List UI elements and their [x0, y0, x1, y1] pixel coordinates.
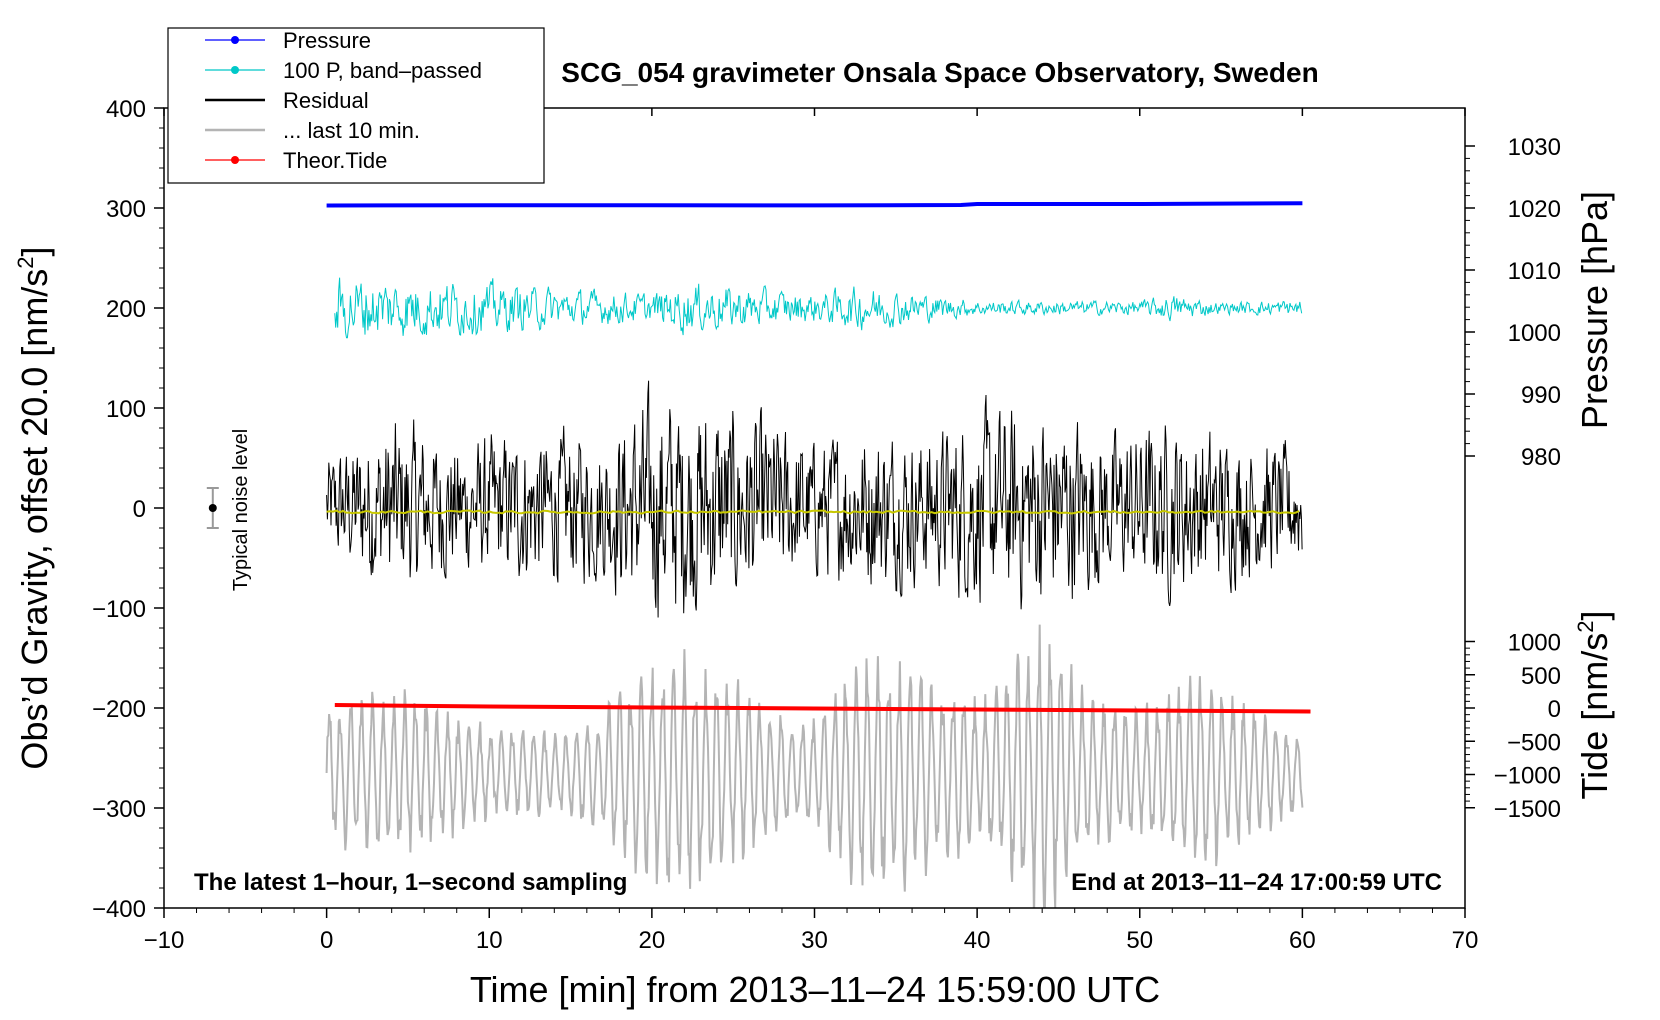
annotation-sampling: The latest 1–hour, 1–second sampling: [194, 869, 627, 896]
legend-label: Residual: [283, 88, 369, 113]
y-tick-label: 0: [133, 496, 146, 523]
tide-tick-label: 500: [1521, 663, 1561, 690]
noise-level-label: Typical noise level: [230, 429, 252, 591]
series-last-10-min: [325, 624, 1304, 908]
legend-label: Theor.Tide: [283, 148, 387, 173]
legend-label: ... last 10 min.: [283, 118, 420, 143]
x-tick-label: 20: [639, 927, 666, 954]
series-band-passed-pressure: [334, 277, 1303, 339]
series-pressure: [326, 201, 1303, 208]
x-tick-label: −10: [144, 927, 185, 954]
noise-level-indicator: Typical noise level: [206, 429, 252, 591]
legend: Pressure 100 P, band–passed Residual ... la…: [167, 27, 545, 184]
tide-tick-label: 0: [1548, 696, 1561, 723]
y-tick-label: −400: [92, 896, 146, 923]
x-tick-label: 60: [1289, 927, 1316, 954]
tide-tick-label: −1500: [1494, 796, 1561, 823]
series-theor-tide: [334, 703, 1311, 714]
y-axis-label-main: Obs’d Gravity, offset 20.0 [nm/s2]: [13, 246, 55, 769]
y-tick-label: 400: [106, 96, 146, 123]
pressure-tick-label: 1010: [1508, 258, 1561, 285]
x-tick-label: 40: [964, 927, 991, 954]
chart-title: SCG_054 gravimeter Onsala Space Observat…: [561, 57, 1318, 88]
series-residual: [326, 380, 1303, 618]
pressure-tick-label: 1000: [1508, 320, 1561, 347]
tide-tick-label: 1000: [1508, 630, 1561, 657]
x-tick-label: 70: [1452, 927, 1479, 954]
legend-marker: [231, 156, 239, 164]
x-tick-label: 0: [320, 927, 333, 954]
series-residual-mean: [326, 509, 1300, 515]
tide-tick-label: −1000: [1494, 763, 1561, 790]
legend-box: [167, 27, 545, 184]
pressure-tick-label: 1020: [1508, 196, 1561, 223]
pressure-tick-label: 990: [1521, 382, 1561, 409]
annotation-end-time: End at 2013–11–24 17:00:59 UTC: [1071, 869, 1442, 896]
x-tick-label: 50: [1126, 927, 1153, 954]
y-axis-label-pressure: Pressure [hPa]: [1574, 191, 1615, 429]
y-tick-label: −200: [92, 696, 146, 723]
y-tick-label: 300: [106, 196, 146, 223]
y-tick-label: 200: [106, 296, 146, 323]
legend-label: 100 P, band–passed: [283, 58, 482, 83]
tide-tick-label: −500: [1507, 729, 1561, 756]
x-tick-label: 30: [801, 927, 828, 954]
y-tick-label: −100: [92, 596, 146, 623]
x-tick-label: 10: [476, 927, 503, 954]
noise-bar-dot: [208, 504, 217, 512]
legend-label: Pressure: [283, 28, 371, 53]
series-layer: [325, 201, 1311, 908]
pressure-tick-label: 1030: [1508, 134, 1561, 161]
axes-layer: −10 0 10 20 30 40 50 60 70−400−300−200−100010020…: [92, 96, 1561, 954]
legend-marker: [231, 36, 239, 44]
y-tick-label: −300: [92, 796, 146, 823]
x-axis-label: Time [min] from 2013–11–24 15:59:00 UTC: [470, 969, 1160, 1010]
y-tick-label: 100: [106, 396, 146, 423]
y-axis-label-tide: Tide [nm/s2]: [1573, 611, 1615, 800]
legend-marker: [231, 66, 239, 74]
pressure-tick-label: 980: [1521, 444, 1561, 471]
